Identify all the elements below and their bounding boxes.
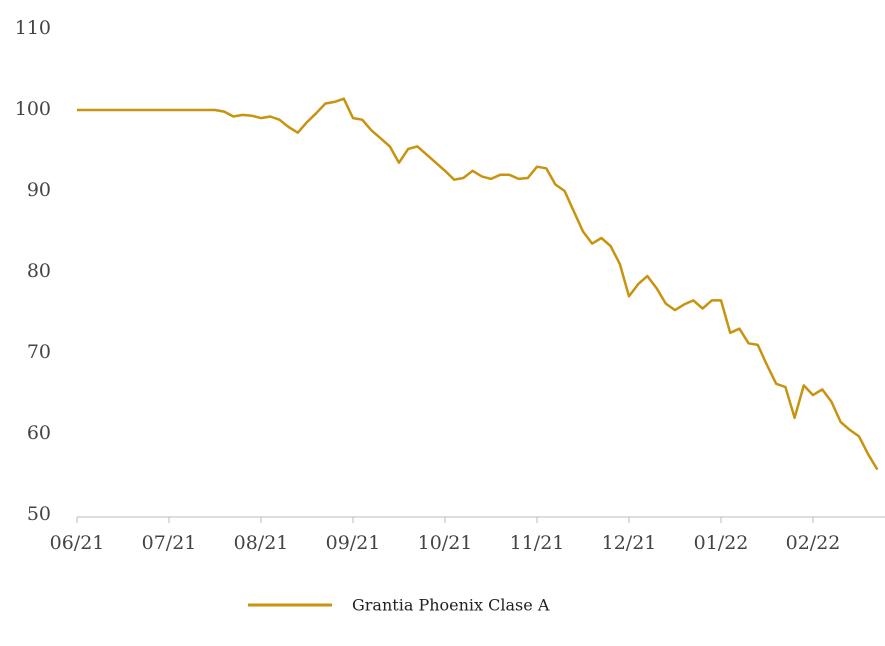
y-tick-label: 90 (27, 179, 51, 201)
x-tick-label: 01/22 (694, 532, 749, 554)
x-tick-label: 12/21 (602, 532, 657, 554)
line (77, 97, 879, 471)
x-tick-label: 10/21 (418, 532, 473, 554)
x-tick-label: 08/21 (234, 532, 289, 554)
x-tick-label: 11/21 (510, 532, 565, 554)
x-tick-label: 09/21 (326, 532, 381, 554)
y-tick-label: 80 (27, 260, 51, 282)
y-tick-label: 70 (27, 341, 51, 363)
y-tick-label: 60 (27, 422, 51, 444)
y-tick-label: 100 (15, 98, 51, 120)
x-tick-label: 06/21 (50, 532, 105, 554)
x-tick-label: 02/22 (786, 532, 841, 554)
x-tick-label: 07/21 (142, 532, 197, 554)
legend-label: Grantia Phoenix Clase A (352, 596, 550, 615)
y-tick-label: 50 (27, 503, 51, 525)
y-tick-label: 110 (15, 17, 51, 39)
